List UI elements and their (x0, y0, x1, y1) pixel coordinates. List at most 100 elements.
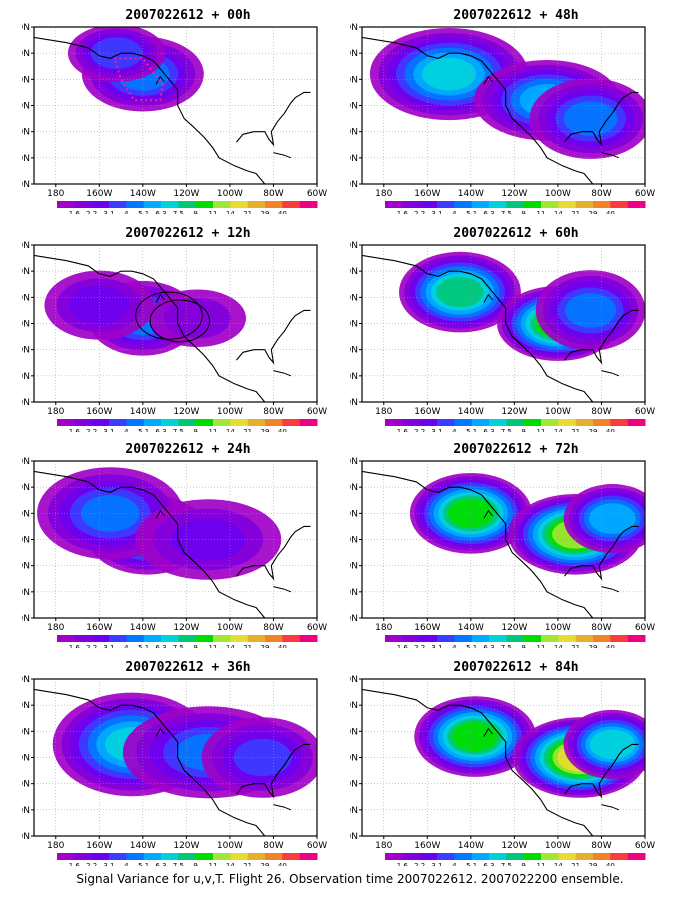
colorbar-swatch (541, 419, 559, 426)
colorbar-label: 9 (521, 428, 525, 432)
panel-title: 2007022612 + 00h (125, 8, 251, 23)
map-panel: 10N 20N 30N 40N 50N 60N 70N 180 160W 140W 120W 100W… (22, 652, 354, 866)
x-tick-label: 80W (263, 189, 283, 199)
colorbar-swatch (195, 635, 214, 642)
colorbar-swatch (91, 201, 110, 208)
x-tick-label: 140W (130, 623, 156, 633)
coastline (34, 470, 266, 618)
colorbar-label: 2.2 (86, 644, 97, 648)
coastline (564, 309, 639, 365)
colorbar-label: 7.5 (173, 644, 184, 648)
panel-title: 2007022612 + 12h (125, 226, 251, 241)
x-tick-label: 100W (545, 623, 571, 633)
panel-title: 2007022612 + 36h (125, 660, 251, 675)
x-tick-label: 100W (545, 189, 571, 199)
colorbar-swatch (143, 635, 162, 642)
x-tick-label: 80W (263, 623, 283, 633)
coastline (362, 688, 594, 836)
x-tick-label: 180 (375, 841, 392, 851)
colorbar-swatch (541, 201, 559, 208)
colorbar-swatch (454, 201, 473, 208)
colorbar-label: 14 (554, 428, 563, 432)
colorbar-swatch (593, 419, 611, 426)
colorbar-label: 11 (209, 862, 218, 866)
x-tick-label: 100W (217, 189, 243, 199)
colorbar-swatch (195, 853, 214, 860)
colorbar-swatch (593, 853, 611, 860)
x-tick-label: 60W (635, 189, 655, 199)
y-tick-label: 40N (22, 320, 30, 330)
colorbar-swatch (402, 853, 421, 860)
colorbar-swatch (126, 853, 145, 860)
map-panel: 10N 20N 30N 40N 50N 60N 70N 180 160W 140W 120W 100W… (22, 0, 354, 214)
colorbar-label: 5.1 (466, 210, 477, 214)
colorbar-swatch (126, 201, 145, 208)
colorbar-label: 4 (452, 428, 457, 432)
map-svg: 10N 20N 30N 40N 50N 60N 70N 180 160W 140W 120W 100W… (22, 457, 327, 648)
coastline (34, 688, 266, 836)
colorbar-label: 29 (261, 644, 270, 648)
colorbar-swatch (506, 419, 525, 426)
colorbar-label: 3.1 (103, 428, 114, 432)
colorbar-swatch (265, 853, 283, 860)
colorbar-label: 29 (589, 644, 598, 648)
colorbar-label: 4 (124, 644, 129, 648)
y-tick-label: 60N (350, 49, 358, 59)
colorbar-swatch (247, 853, 266, 860)
panel-title: 2007022612 + 48h (453, 8, 579, 23)
y-tick-label: 70N (22, 23, 30, 33)
colorbar-label: 40 (278, 862, 287, 866)
y-tick-label: 40N (350, 754, 358, 764)
colorbar-label: 3.1 (103, 210, 114, 214)
colorbar-label: 40 (278, 428, 287, 432)
coastline (362, 36, 594, 184)
colorbar-label: 21 (571, 210, 580, 214)
colorbar-swatch (213, 635, 231, 642)
colorbar-swatch (575, 419, 594, 426)
y-tick-label: 20N (350, 806, 358, 816)
colorbar-swatch (247, 635, 266, 642)
colorbar-label: 2.2 (414, 862, 425, 866)
colorbar-label: 4 (452, 210, 457, 214)
variance-contour (452, 721, 499, 752)
x-tick-label: 180 (47, 841, 64, 851)
colorbar-label: 3.1 (431, 862, 442, 866)
colorbar-swatch (593, 635, 611, 642)
x-tick-label: 140W (458, 623, 484, 633)
colorbar-swatch (230, 853, 249, 860)
y-tick-label: 60N (350, 701, 358, 711)
coastline (34, 36, 266, 184)
colorbar-swatch (230, 635, 249, 642)
colorbar-label: 9 (193, 428, 197, 432)
y-tick-label: 70N (350, 675, 358, 685)
colorbar-swatch (161, 635, 179, 642)
y-tick-label: 60N (350, 267, 358, 277)
y-tick-label: 20N (22, 806, 30, 816)
colorbar-swatch (471, 853, 490, 860)
colorbar-swatch (402, 635, 421, 642)
colorbar-label: 3.1 (431, 644, 442, 648)
y-tick-label: 70N (22, 457, 30, 467)
figure-caption: Signal Variance for u,v,T. Flight 26. Ob… (76, 872, 624, 886)
coastline (564, 91, 639, 147)
colorbar-swatch (247, 201, 266, 208)
colorbar-label: 29 (261, 862, 270, 866)
colorbar-swatch (402, 201, 421, 208)
y-tick-label: 40N (22, 754, 30, 764)
colorbar-label: 14 (226, 862, 235, 866)
colorbar-label: 2.2 (414, 210, 425, 214)
colorbar-label: 29 (589, 862, 598, 866)
y-tick-label: 40N (350, 320, 358, 330)
colorbar-label: 1.6 (397, 210, 409, 214)
y-tick-label: 20N (350, 588, 358, 598)
colorbar-label: 5.1 (466, 862, 477, 866)
colorbar-swatch (454, 635, 473, 642)
x-tick-label: 80W (263, 841, 283, 851)
colorbar-swatch (178, 419, 197, 426)
colorbar-swatch (385, 853, 403, 860)
colorbar-swatch (558, 853, 577, 860)
colorbar-label: 1.6 (69, 210, 81, 214)
colorbar-swatch (247, 419, 266, 426)
colorbar-swatch (282, 635, 301, 642)
colorbar-label: 9 (521, 210, 525, 214)
